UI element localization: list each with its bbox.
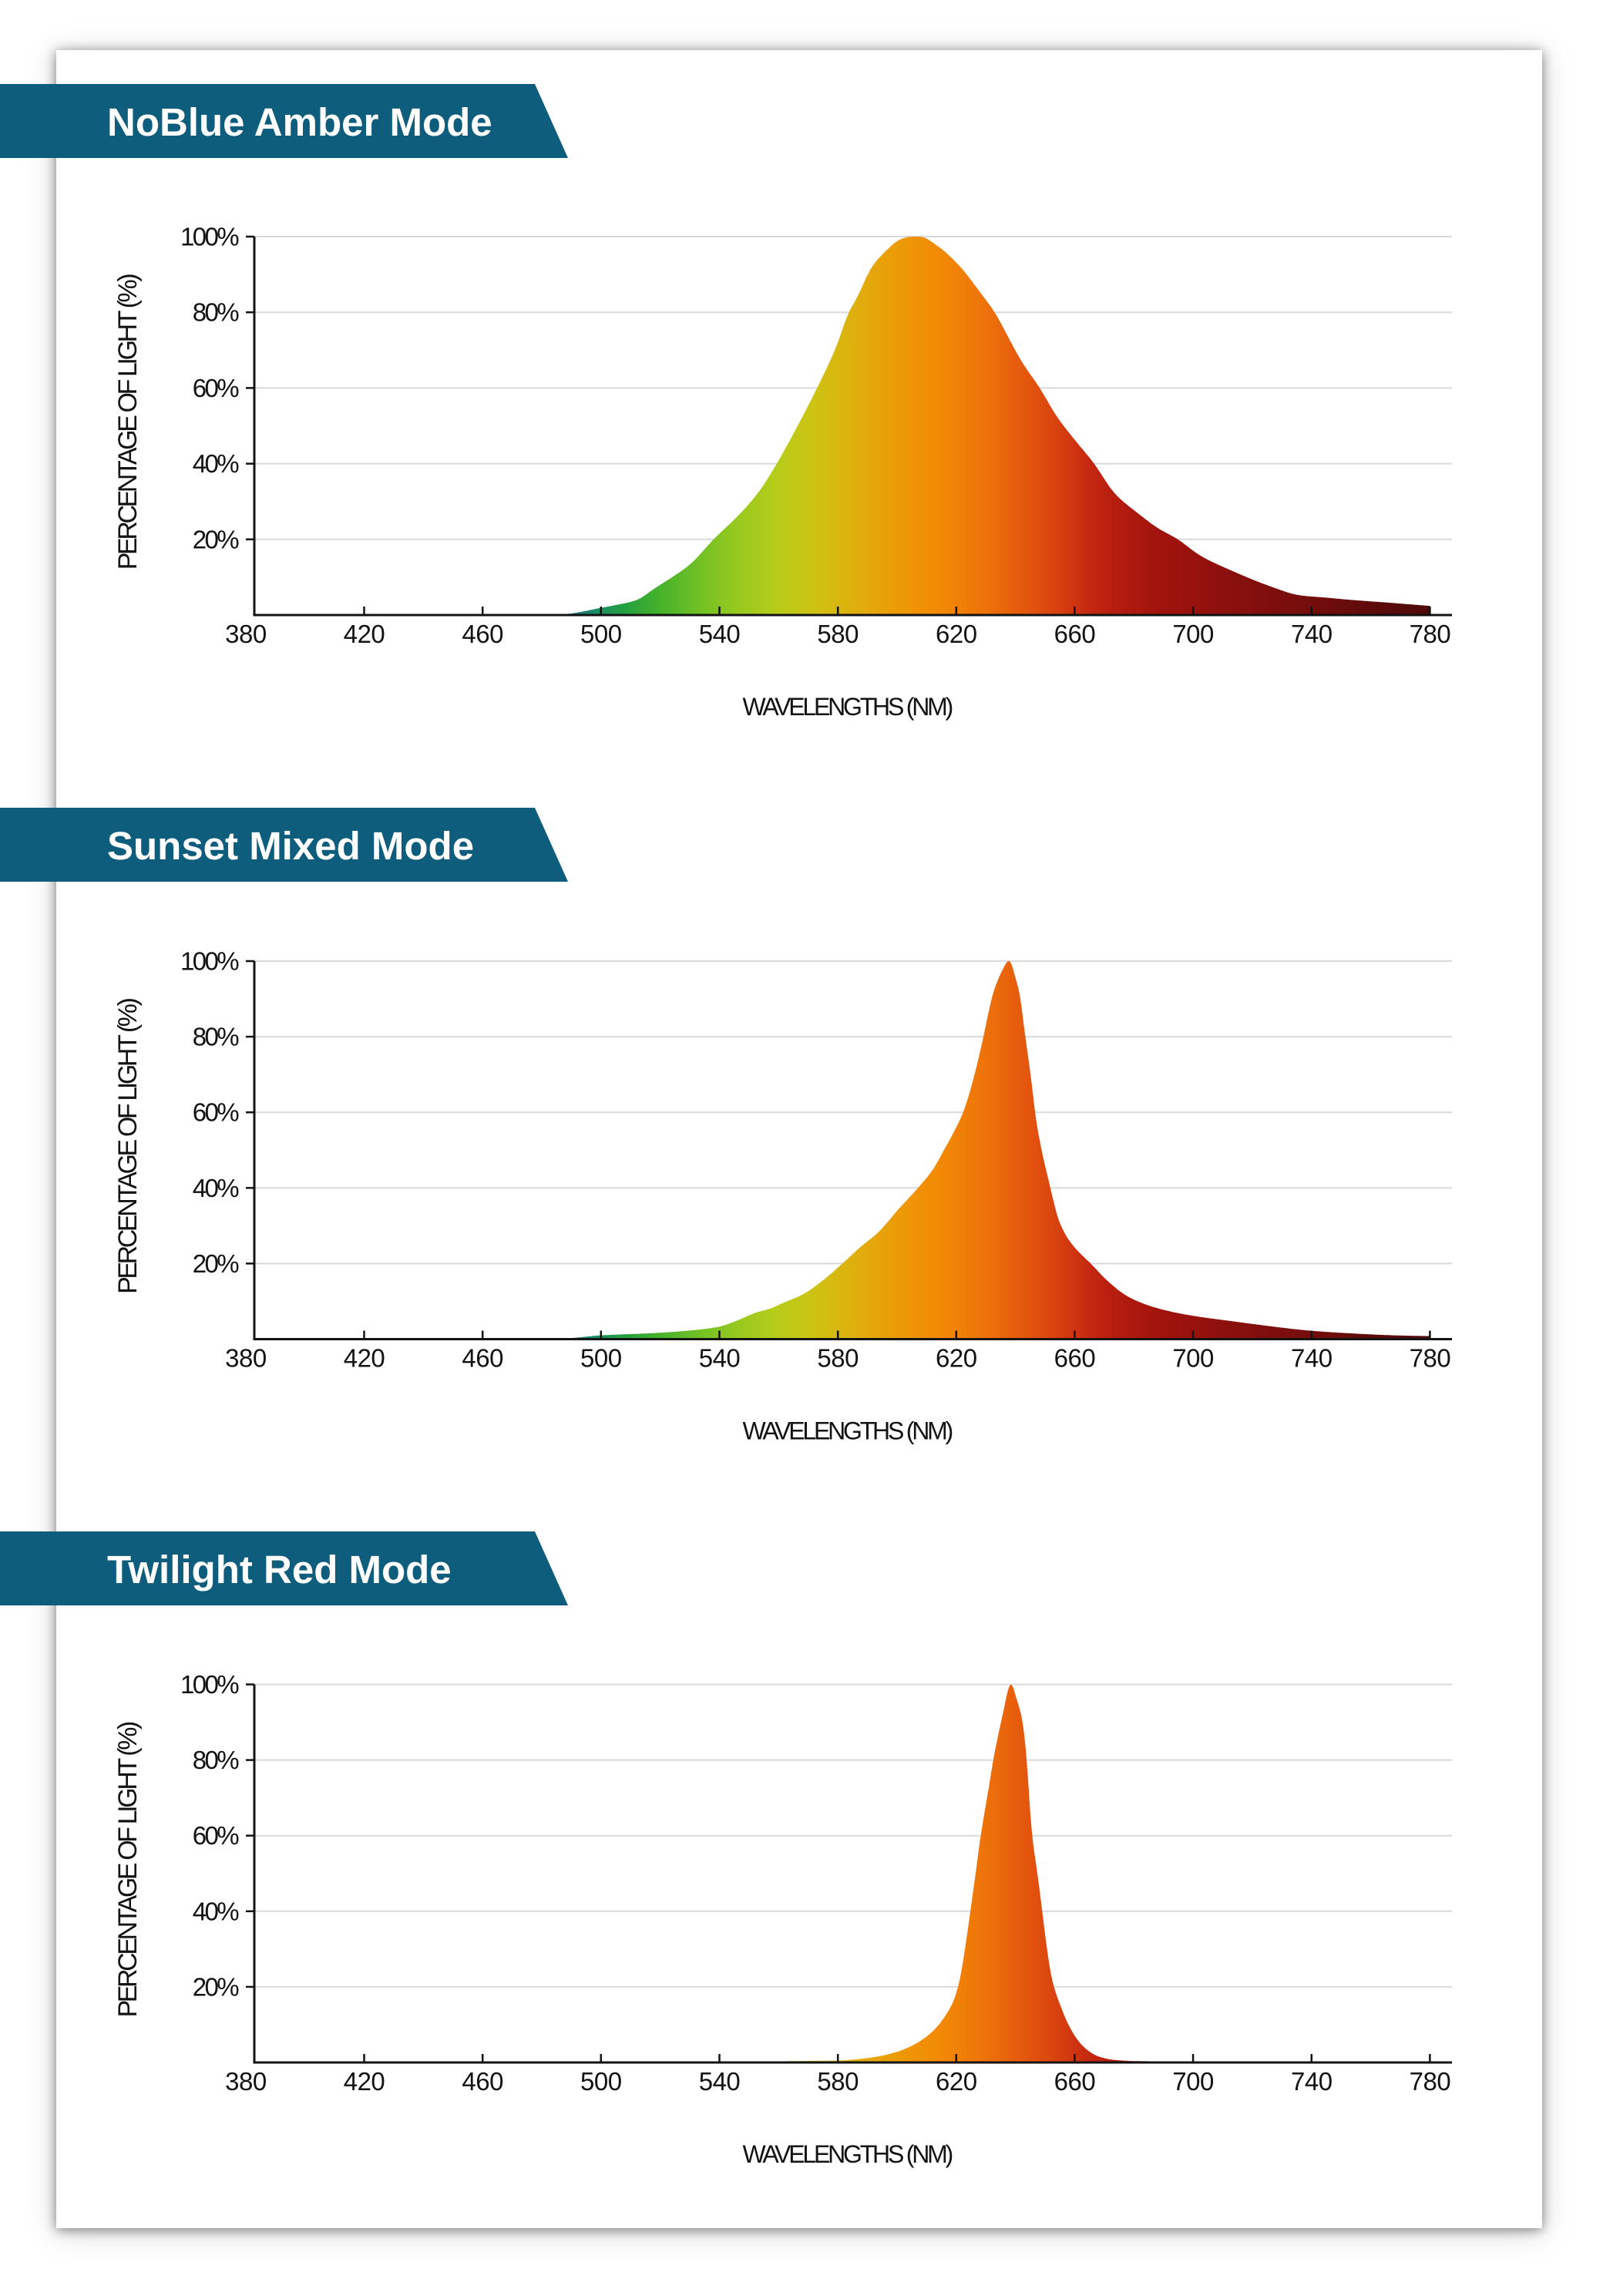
svg-text:Sunset Mixed Mode: Sunset Mixed Mode	[107, 824, 474, 868]
svg-text:80%: 80%	[193, 1023, 240, 1051]
svg-text:420: 420	[344, 2067, 385, 2096]
svg-text:40%: 40%	[193, 449, 240, 478]
svg-text:40%: 40%	[193, 1897, 240, 1925]
svg-text:740: 740	[1291, 620, 1332, 648]
svg-text:660: 660	[1054, 2067, 1096, 2096]
svg-text:580: 580	[817, 620, 859, 648]
svg-text:380: 380	[225, 2067, 267, 2096]
svg-text:620: 620	[936, 620, 977, 648]
svg-text:20%: 20%	[193, 1249, 240, 1278]
svg-text:PERCENTAGE OF LIGHT (%): PERCENTAGE OF LIGHT (%)	[113, 274, 143, 570]
svg-text:580: 580	[817, 2067, 859, 2096]
svg-text:100%: 100%	[180, 223, 239, 251]
svg-text:740: 740	[1291, 1344, 1332, 1373]
svg-text:540: 540	[699, 2067, 741, 2096]
svg-text:780: 780	[1410, 620, 1451, 648]
svg-text:100%: 100%	[180, 947, 239, 976]
svg-text:660: 660	[1054, 620, 1096, 648]
svg-text:40%: 40%	[193, 1174, 240, 1202]
svg-text:700: 700	[1172, 1344, 1214, 1373]
svg-text:380: 380	[225, 620, 267, 648]
svg-text:420: 420	[344, 1344, 385, 1373]
svg-text:460: 460	[462, 620, 503, 648]
svg-text:540: 540	[699, 620, 741, 648]
svg-text:80%: 80%	[193, 298, 240, 327]
svg-text:740: 740	[1291, 2067, 1332, 2096]
svg-text:PERCENTAGE OF LIGHT (%): PERCENTAGE OF LIGHT (%)	[113, 1722, 143, 2018]
svg-text:660: 660	[1054, 1344, 1096, 1373]
svg-text:780: 780	[1410, 1344, 1451, 1373]
svg-text:700: 700	[1172, 2067, 1214, 2096]
svg-text:700: 700	[1172, 620, 1214, 648]
svg-text:80%: 80%	[193, 1746, 240, 1774]
svg-text:20%: 20%	[193, 1972, 240, 2001]
svg-text:540: 540	[699, 1344, 741, 1373]
svg-text:60%: 60%	[193, 1098, 240, 1127]
svg-text:500: 500	[580, 2067, 622, 2096]
svg-text:Twilight Red Mode: Twilight Red Mode	[107, 1548, 452, 1592]
svg-text:580: 580	[817, 1344, 859, 1373]
svg-text:WAVELENGTHS (NM): WAVELENGTHS (NM)	[743, 693, 953, 721]
svg-text:20%: 20%	[193, 525, 240, 553]
svg-text:460: 460	[462, 2067, 503, 2096]
svg-text:500: 500	[580, 1344, 622, 1373]
svg-text:500: 500	[580, 620, 622, 648]
svg-text:PERCENTAGE OF LIGHT (%): PERCENTAGE OF LIGHT (%)	[113, 998, 143, 1294]
svg-text:WAVELENGTHS (NM): WAVELENGTHS (NM)	[743, 1417, 953, 1445]
svg-text:420: 420	[344, 620, 385, 648]
svg-text:60%: 60%	[193, 374, 240, 402]
svg-text:380: 380	[225, 1344, 267, 1373]
svg-text:620: 620	[936, 1344, 977, 1373]
svg-text:100%: 100%	[180, 1670, 239, 1699]
svg-text:WAVELENGTHS (NM): WAVELENGTHS (NM)	[743, 2140, 953, 2168]
svg-text:620: 620	[936, 2067, 977, 2096]
svg-text:460: 460	[462, 1344, 503, 1373]
svg-text:60%: 60%	[193, 1821, 240, 1850]
svg-text:NoBlue Amber Mode: NoBlue Amber Mode	[107, 100, 492, 144]
svg-text:780: 780	[1410, 2067, 1451, 2096]
